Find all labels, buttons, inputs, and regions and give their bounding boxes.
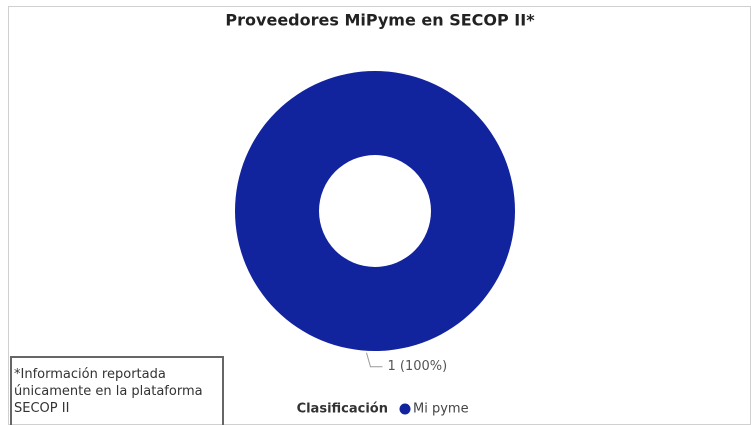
donut-slice xyxy=(235,71,515,351)
chart-title: Proveedores MiPyme en SECOP II* xyxy=(225,11,535,30)
legend-marker xyxy=(399,403,411,415)
note: *Información reportada únicamente en la … xyxy=(10,356,224,425)
leader-line xyxy=(366,352,383,368)
data-label: 1 (100%) xyxy=(387,359,447,374)
legend-title: Clasificación xyxy=(297,402,388,417)
legend-label: Mi pyme xyxy=(413,402,469,417)
